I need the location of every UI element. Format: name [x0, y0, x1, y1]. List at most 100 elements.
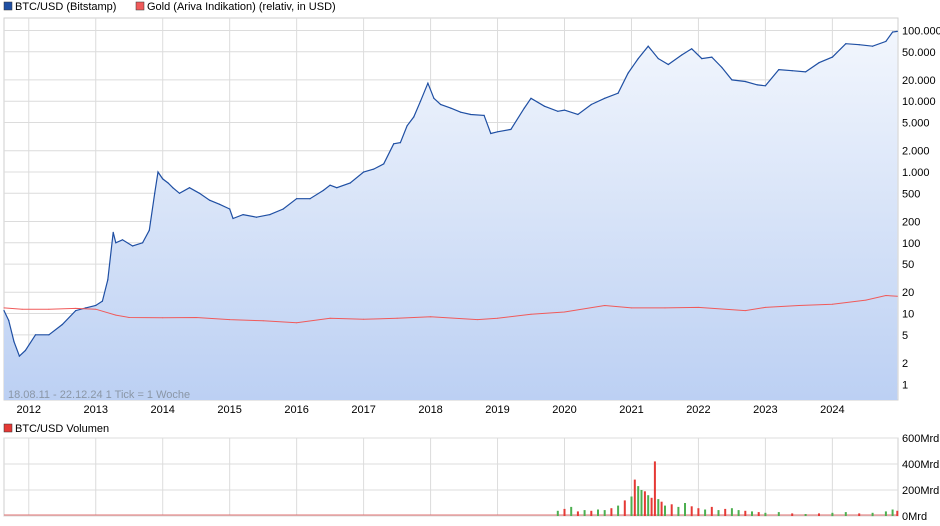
- btc-point: [805, 71, 807, 73]
- gold-point: [604, 305, 606, 306]
- btc-point: [255, 216, 258, 218]
- gold-point: [48, 308, 50, 310]
- btc-point: [637, 58, 639, 60]
- volume-bar: [818, 513, 820, 516]
- y-tick-label: 10.000: [902, 96, 936, 108]
- btc-point: [681, 54, 683, 56]
- btc-point: [701, 58, 703, 60]
- btc-point: [858, 44, 860, 46]
- btc-point: [872, 45, 874, 47]
- btc-point: [282, 208, 284, 210]
- btc-point: [172, 187, 174, 189]
- x-tick-label: 2024: [820, 404, 844, 416]
- y-tick-label: 5.000: [902, 118, 930, 130]
- volume-bar: [637, 486, 640, 516]
- btc-point: [460, 111, 462, 113]
- btc-point: [322, 189, 324, 191]
- btc-point: [791, 70, 793, 72]
- volume-bar: [603, 510, 606, 516]
- btc-point: [198, 192, 201, 194]
- btc-point: [470, 113, 472, 116]
- btc-point: [496, 131, 499, 133]
- volume-bar: [653, 461, 656, 516]
- volume-bar: [751, 511, 753, 516]
- gold-point: [430, 316, 432, 318]
- volume-bar: [640, 490, 643, 516]
- volume-bar: [737, 510, 740, 516]
- volume-bar: [697, 508, 700, 516]
- volume-bar: [617, 505, 620, 516]
- gold-point: [564, 311, 565, 313]
- btc-point: [433, 97, 435, 99]
- btc-point: [13, 341, 15, 343]
- volume-bar: [650, 497, 653, 516]
- btc-point: [427, 82, 429, 84]
- volume-bar: [831, 512, 834, 517]
- y-tick-label: 1.000: [902, 167, 930, 179]
- volume-bar: [777, 512, 780, 516]
- y-tick-label: 2: [902, 358, 908, 370]
- btc-point: [543, 105, 546, 107]
- btc-point: [329, 184, 331, 186]
- x-tick-label: 2021: [619, 404, 643, 416]
- btc-point: [721, 66, 723, 69]
- btc-point: [309, 198, 311, 200]
- volume-bar: [590, 510, 593, 516]
- gold-point: [798, 305, 800, 306]
- volume-bar: [844, 512, 847, 516]
- y-tick-label: 100: [902, 238, 920, 250]
- gold-point: [115, 314, 117, 316]
- x-tick-label: 2019: [485, 404, 509, 416]
- vol-y-tick-label: 400Mrd: [902, 459, 939, 471]
- btc-point: [229, 208, 231, 210]
- btc-point: [34, 334, 37, 336]
- btc-point: [557, 110, 559, 112]
- gold-point: [329, 317, 331, 319]
- volume-bar: [664, 505, 666, 516]
- y-tick-label: 10: [902, 309, 914, 321]
- btc-point: [764, 85, 767, 87]
- btc-point: [154, 192, 156, 194]
- gold-legend-swatch: [135, 1, 145, 11]
- btc-point: [8, 319, 10, 321]
- btc-point: [647, 45, 649, 47]
- volume-bar: [670, 504, 673, 516]
- volume-bar: [724, 508, 727, 516]
- volume-bar: [764, 512, 767, 517]
- gold-point: [296, 322, 298, 324]
- gold-point: [530, 313, 532, 315]
- btc-point: [577, 113, 579, 116]
- vol-y-tick-label: 600Mrd: [902, 433, 939, 445]
- x-tick-label: 2017: [351, 404, 375, 416]
- btc-point: [115, 242, 117, 244]
- btc-point: [845, 43, 847, 45]
- btc-legend-swatch: [3, 1, 13, 11]
- volume-bar: [630, 496, 633, 516]
- range-info-text: 18.08.11 - 22.12.24 1 Tick = 1 Woche: [8, 389, 190, 401]
- btc-point: [188, 187, 191, 189]
- btc-point: [349, 182, 351, 184]
- gold-point: [477, 319, 478, 321]
- x-tick-label: 2013: [84, 404, 108, 416]
- y-tick-label: 500: [902, 188, 920, 200]
- gold-point: [262, 320, 264, 322]
- btc-point: [892, 31, 894, 33]
- gold-point: [896, 295, 898, 297]
- btc-point: [440, 103, 442, 106]
- btc-point: [209, 199, 211, 201]
- btc-point: [406, 125, 408, 127]
- x-tick-label: 2023: [753, 404, 777, 416]
- gold-point: [229, 319, 231, 321]
- btc-point: [75, 310, 77, 312]
- btc-point: [413, 116, 415, 118]
- btc-point: [242, 214, 244, 216]
- volume-bar: [597, 509, 599, 516]
- btc-point: [691, 48, 693, 50]
- vol-y-tick-label: 0Mrd: [902, 511, 927, 523]
- volume-bar: [884, 511, 887, 516]
- volume-legend-label: BTC/USD Volumen: [15, 423, 109, 435]
- volume-plot-area: [3, 437, 899, 517]
- volume-bar: [576, 511, 579, 516]
- gold-point: [195, 317, 197, 318]
